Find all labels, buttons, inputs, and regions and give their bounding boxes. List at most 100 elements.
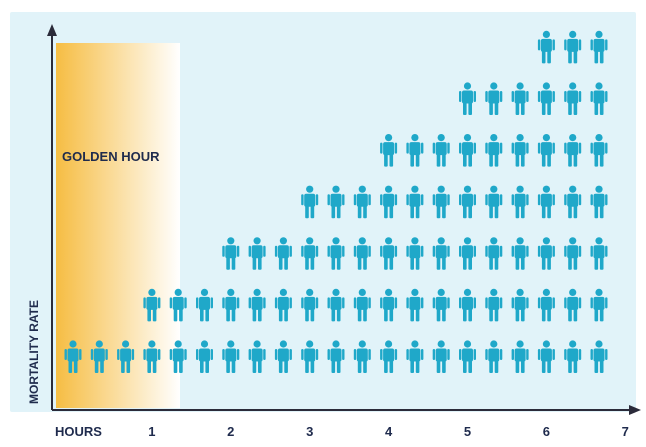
person-icon <box>432 185 450 219</box>
x-tick-label: 6 <box>543 424 550 439</box>
person-icon <box>222 237 240 270</box>
person-icon <box>564 134 582 167</box>
person-icon <box>406 288 424 322</box>
person-icon <box>406 340 424 373</box>
person-icon <box>353 185 371 219</box>
person-icon <box>117 340 135 373</box>
person-icon <box>432 237 450 270</box>
person-icon <box>169 340 187 373</box>
person-icon <box>301 185 319 219</box>
person-icon <box>590 288 608 322</box>
person-icon <box>143 288 161 322</box>
person-icon <box>196 340 213 373</box>
person-icon <box>248 288 266 322</box>
person-icon <box>301 237 319 270</box>
person-icon <box>590 82 608 115</box>
person-icon <box>459 288 476 322</box>
person-icon <box>485 82 503 115</box>
person-icon <box>564 340 582 373</box>
golden-hour-label: GOLDEN HOUR <box>62 149 160 164</box>
person-icon <box>222 340 240 373</box>
person-icon <box>537 185 555 219</box>
person-icon <box>537 237 555 270</box>
person-icon <box>380 185 398 219</box>
person-icon <box>353 288 371 322</box>
person-icon <box>459 237 476 270</box>
person-icon <box>485 237 503 270</box>
person-icon <box>485 134 503 167</box>
x-tick-label: 3 <box>306 424 313 439</box>
person-icon <box>274 237 292 270</box>
x-tick-labels: 12345678 <box>148 424 629 439</box>
y-axis-arrow <box>47 24 57 36</box>
person-icon-grid <box>64 30 608 373</box>
person-icon <box>406 134 424 167</box>
x-axis-label: HOURS <box>55 424 102 439</box>
x-tick-label: 1 <box>148 424 155 439</box>
person-icon <box>143 340 161 373</box>
person-icon <box>432 288 450 322</box>
person-icon <box>327 288 345 322</box>
person-icon <box>590 185 608 219</box>
person-icon <box>406 185 424 219</box>
person-icon <box>432 340 450 373</box>
person-icon <box>248 237 266 270</box>
person-icon <box>511 134 529 167</box>
person-icon <box>327 237 345 270</box>
person-icon <box>537 30 555 64</box>
person-icon <box>590 30 608 64</box>
person-icon <box>327 340 345 373</box>
person-icon <box>564 237 582 270</box>
person-icon <box>537 82 555 115</box>
person-icon <box>327 185 345 219</box>
person-icon <box>380 134 398 167</box>
person-icon <box>564 288 582 322</box>
person-icon <box>459 134 476 167</box>
person-icon <box>485 185 503 219</box>
x-tick-label: 4 <box>385 424 393 439</box>
person-icon <box>196 288 213 322</box>
person-icon <box>301 288 319 322</box>
person-icon <box>459 185 476 219</box>
person-icon <box>380 288 398 322</box>
person-icon <box>537 288 555 322</box>
person-icon <box>274 340 292 373</box>
x-axis-arrow <box>629 405 641 415</box>
person-icon <box>248 340 266 373</box>
person-icon <box>301 340 319 373</box>
person-icon <box>485 340 503 373</box>
person-icon <box>564 82 582 115</box>
person-icon <box>432 134 450 167</box>
person-icon <box>511 288 529 322</box>
x-tick-label: 5 <box>464 424 471 439</box>
person-icon <box>537 340 555 373</box>
person-icon <box>485 288 503 322</box>
x-tick-label: 2 <box>227 424 234 439</box>
person-icon <box>511 237 529 270</box>
person-icon <box>353 237 371 270</box>
x-tick-label: 7 <box>622 424 629 439</box>
person-icon <box>459 340 476 373</box>
person-icon <box>590 134 608 167</box>
person-icon <box>564 30 582 64</box>
person-icon <box>169 288 187 322</box>
golden-hour-band <box>56 43 180 408</box>
person-icon <box>564 185 582 219</box>
person-icon <box>90 340 108 373</box>
person-icon <box>274 288 292 322</box>
person-icon <box>511 340 529 373</box>
person-icon <box>511 185 529 219</box>
person-icon <box>406 237 424 270</box>
y-axis-label: MORTALITY RATE <box>27 300 41 404</box>
person-icon <box>537 134 555 167</box>
person-icon <box>380 340 398 373</box>
person-icon <box>590 340 608 373</box>
person-icon <box>64 340 82 373</box>
person-icon <box>353 340 371 373</box>
person-icon <box>380 237 398 270</box>
person-icon <box>222 288 240 322</box>
person-icon <box>511 82 529 115</box>
person-icon <box>590 237 608 270</box>
